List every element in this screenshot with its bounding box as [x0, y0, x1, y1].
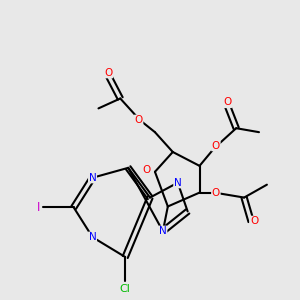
Text: N: N: [159, 226, 167, 236]
Text: O: O: [134, 115, 143, 125]
Text: N: N: [89, 232, 96, 242]
Text: O: O: [142, 165, 151, 175]
Text: N: N: [174, 178, 182, 188]
Text: N: N: [89, 173, 96, 183]
Text: O: O: [223, 98, 231, 107]
Text: O: O: [212, 188, 220, 198]
Text: O: O: [250, 216, 258, 226]
Text: O: O: [212, 141, 220, 151]
Text: Cl: Cl: [120, 284, 131, 294]
Text: I: I: [37, 201, 40, 214]
Text: O: O: [104, 68, 112, 78]
